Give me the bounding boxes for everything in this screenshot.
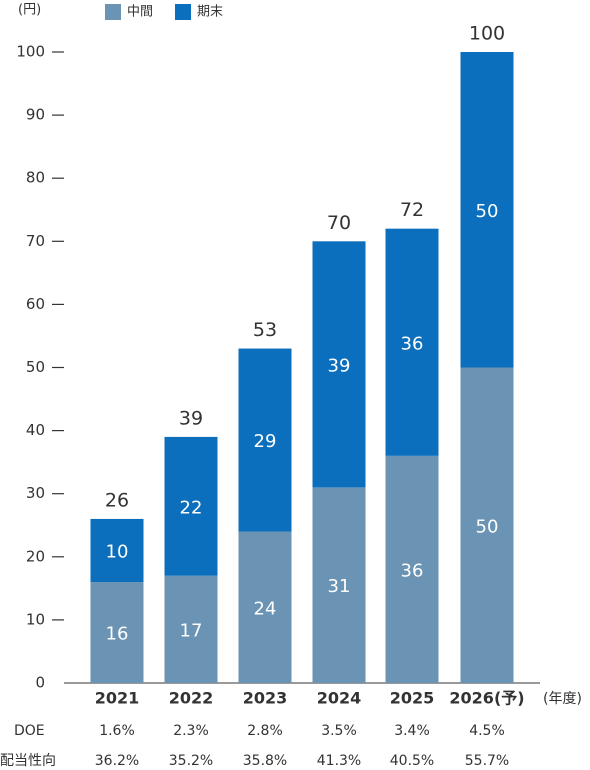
value-label: 39 <box>328 355 351 376</box>
y-tick-label: 60 <box>26 295 45 313</box>
y-tick-label: 90 <box>26 106 45 124</box>
y-tick-label: 0 <box>35 674 45 692</box>
x-tick-label: 2022 <box>169 689 214 708</box>
table-cell: 1.6% <box>99 723 135 739</box>
x-tick-label: 2021 <box>95 689 140 708</box>
value-label: 22 <box>180 497 203 518</box>
table-cell: 2.8% <box>247 723 283 739</box>
total-label: 39 <box>179 407 203 429</box>
total-label: 53 <box>253 319 277 341</box>
bar-segment <box>312 241 366 488</box>
y-tick-label: 20 <box>26 547 45 565</box>
y-tick-label: 50 <box>26 358 45 376</box>
y-tick-label: 80 <box>26 169 45 187</box>
legend-swatch <box>175 4 191 20</box>
value-label: 17 <box>180 620 203 641</box>
row-label: 配当性向 <box>0 753 56 769</box>
x-axis-label: (年度) <box>543 691 582 707</box>
bar-segment <box>238 348 292 532</box>
total-label: 26 <box>105 489 129 511</box>
table-cell: 41.3% <box>317 753 361 769</box>
y-tick-label: 70 <box>26 232 45 250</box>
value-label: 16 <box>106 624 129 645</box>
bar-segment <box>238 531 292 683</box>
y-tick-label: 100 <box>16 43 45 61</box>
table-cell: 3.4% <box>394 723 430 739</box>
value-label: 31 <box>328 576 351 597</box>
bar-segment <box>90 582 144 683</box>
x-tick-label: 2024 <box>317 689 362 708</box>
y-tick-label: 30 <box>26 484 45 502</box>
table-cell: 40.5% <box>390 753 434 769</box>
bar-segment <box>385 228 439 456</box>
total-label: 100 <box>469 23 505 45</box>
value-label: 50 <box>476 201 499 222</box>
total-label: 70 <box>327 212 351 234</box>
row-label: DOE <box>14 723 45 739</box>
bar-segment <box>312 487 366 683</box>
x-tick-label: 2026(予) <box>449 689 524 708</box>
table-cell: 3.5% <box>321 723 357 739</box>
value-label: 36 <box>401 560 424 581</box>
value-label: 50 <box>476 516 499 537</box>
bar-segment <box>164 575 218 683</box>
bar-segment <box>460 367 514 683</box>
table-cell: 35.8% <box>243 753 287 769</box>
bar-segment <box>164 436 218 576</box>
bar-segment <box>460 52 514 368</box>
legend-swatch <box>105 4 121 20</box>
total-label: 72 <box>400 199 424 221</box>
table-cell: 55.7% <box>465 753 509 769</box>
legend-label: 期末 <box>197 5 223 20</box>
table-cell: 4.5% <box>469 723 505 739</box>
value-label: 29 <box>254 431 277 452</box>
bar-segment <box>90 518 144 583</box>
y-axis-label: (円) <box>18 3 41 18</box>
x-tick-label: 2023 <box>243 689 288 708</box>
value-label: 36 <box>401 333 424 354</box>
value-label: 24 <box>254 598 277 619</box>
x-tick-label: 2025 <box>390 689 435 708</box>
y-tick-label: 10 <box>26 610 45 628</box>
table-cell: 2.3% <box>173 723 209 739</box>
table-cell: 35.2% <box>169 753 213 769</box>
y-tick-label: 40 <box>26 421 45 439</box>
table-cell: 36.2% <box>95 753 139 769</box>
legend-label: 中間 <box>127 5 153 20</box>
value-label: 10 <box>106 541 129 562</box>
bar-segment <box>385 455 439 683</box>
